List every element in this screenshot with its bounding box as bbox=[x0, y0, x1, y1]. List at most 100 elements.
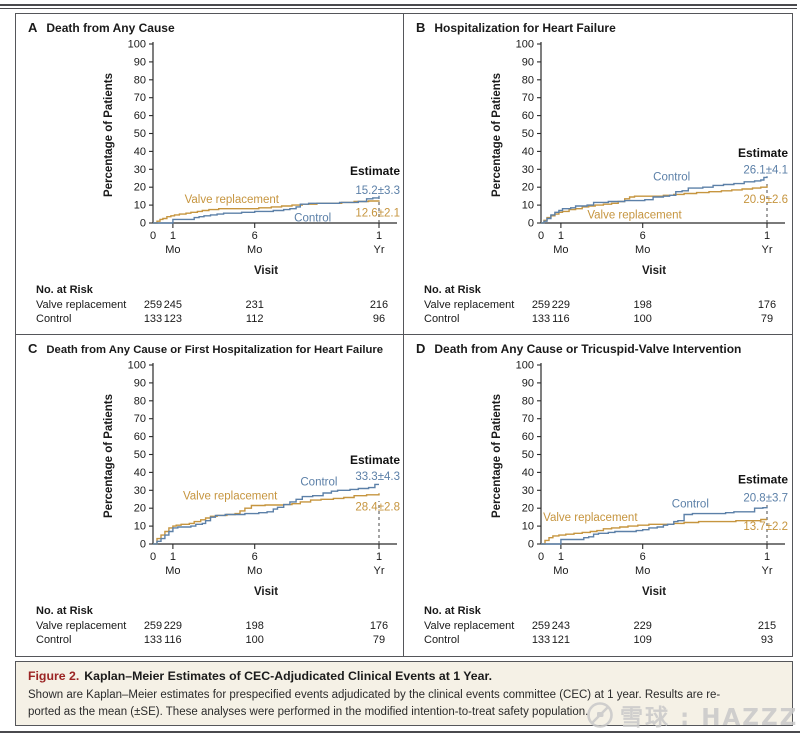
x-axis-title: Visit bbox=[641, 586, 667, 598]
y-tick-label: 20 bbox=[134, 182, 146, 194]
x-tick-label: 1 bbox=[558, 551, 564, 563]
risk-row-name: Control bbox=[424, 313, 460, 325]
y-tick-label: 100 bbox=[128, 39, 146, 51]
y-tick-label: 100 bbox=[516, 39, 534, 51]
km-curve-control bbox=[541, 176, 768, 224]
y-tick-label: 10 bbox=[134, 521, 146, 533]
y-tick-label: 80 bbox=[522, 74, 534, 86]
estimate-value-valve: 28.4±2.8 bbox=[355, 501, 400, 513]
x-tick-unit: Mo bbox=[165, 244, 180, 256]
risk-value: 229 bbox=[633, 620, 652, 632]
risk-row-name: Valve replacement bbox=[36, 299, 127, 311]
curve-label-valve: Valve replacement bbox=[183, 491, 278, 503]
y-tick-label: 60 bbox=[522, 110, 534, 122]
y-tick-label: 60 bbox=[134, 431, 146, 443]
caption-body: Shown are Kaplan–Meier estimates for pre… bbox=[28, 687, 780, 722]
x-tick-label: 1 bbox=[170, 230, 176, 242]
risk-value: 121 bbox=[551, 634, 571, 646]
risk-value: 245 bbox=[163, 299, 183, 311]
risk-value: 133 bbox=[531, 313, 551, 325]
caption-heading: Figure 2. Kaplan–Meier Estimates of CEC-A… bbox=[28, 669, 780, 683]
panel-title: B Hospitalization for Heart Failure bbox=[416, 20, 616, 35]
risk-value: 259 bbox=[143, 620, 163, 632]
y-tick-label: 30 bbox=[522, 164, 534, 176]
risk-value: 100 bbox=[245, 634, 264, 646]
x-tick-unit: Yr bbox=[762, 244, 773, 256]
y-tick-label: 90 bbox=[134, 56, 146, 68]
risk-value: 229 bbox=[163, 620, 183, 632]
x-axis-title: Visit bbox=[253, 265, 279, 277]
estimate-value-control: 20.8±3.7 bbox=[743, 492, 788, 504]
risk-row: Control 133 116 100 79 bbox=[404, 313, 792, 327]
y-tick-label: 100 bbox=[516, 360, 534, 372]
risk-value: 243 bbox=[551, 620, 571, 632]
risk-value: 100 bbox=[633, 313, 652, 325]
risk-row-name: Valve replacement bbox=[424, 299, 515, 311]
y-tick-label: 10 bbox=[134, 200, 146, 212]
risk-row: Valve replacement 259 229 198 176 bbox=[16, 620, 403, 634]
x-tick-unit: Mo bbox=[635, 565, 650, 577]
risk-row: Control 133 123 112 96 bbox=[16, 313, 403, 327]
y-axis-title: Percentage of Patients bbox=[491, 394, 503, 518]
panel-title-text: Death from Any Cause or Tricuspid-Valve … bbox=[434, 342, 742, 356]
y-axis-title: Percentage of Patients bbox=[103, 73, 115, 197]
x-tick-label: 1 bbox=[376, 230, 382, 242]
estimate-header: Estimate bbox=[738, 146, 788, 160]
y-tick-label: 50 bbox=[522, 449, 534, 461]
y-axis-title: Percentage of Patients bbox=[103, 394, 115, 518]
x-tick-label: 6 bbox=[252, 551, 258, 563]
curve-label-valve: Valve replacement bbox=[185, 194, 280, 206]
curve-label-control: Control bbox=[672, 499, 709, 511]
risk-row: Valve replacement 259 243 229 215 bbox=[404, 620, 792, 634]
risk-value: 123 bbox=[163, 313, 183, 325]
y-tick-label: 80 bbox=[134, 74, 146, 86]
x-tick-unit: Yr bbox=[762, 565, 773, 577]
estimate-header: Estimate bbox=[738, 473, 788, 487]
y-tick-label: 0 bbox=[140, 539, 146, 551]
y-tick-label: 20 bbox=[522, 503, 534, 515]
km-plot: Percentage of Patients010203040506070809… bbox=[491, 39, 788, 257]
y-tick-label: 90 bbox=[522, 56, 534, 68]
x-tick-label: 0 bbox=[150, 230, 156, 242]
x-tick-label: 1 bbox=[170, 551, 176, 563]
estimate-value-control: 15.2±3.3 bbox=[355, 185, 400, 197]
risk-value: 133 bbox=[143, 313, 163, 325]
risk-value: 133 bbox=[531, 634, 551, 646]
y-tick-label: 70 bbox=[522, 413, 534, 425]
x-tick-label: 6 bbox=[252, 230, 258, 242]
y-tick-label: 20 bbox=[134, 503, 146, 515]
risk-row-name: Control bbox=[36, 634, 72, 646]
risk-value: 216 bbox=[369, 299, 389, 311]
curve-label-control: Control bbox=[300, 476, 337, 488]
x-tick-unit: Yr bbox=[374, 565, 385, 577]
estimate-header: Estimate bbox=[350, 453, 400, 467]
panel-d-death-or-tv-intervention: D Death from Any Cause or Tricuspid-Valve… bbox=[404, 335, 792, 656]
x-tick-unit: Mo bbox=[553, 565, 568, 577]
km-curve-valve bbox=[541, 518, 767, 545]
y-tick-label: 70 bbox=[522, 92, 534, 104]
risk-value: 259 bbox=[531, 299, 551, 311]
y-tick-label: 50 bbox=[522, 128, 534, 140]
y-tick-label: 10 bbox=[522, 521, 534, 533]
y-tick-label: 90 bbox=[522, 377, 534, 389]
risk-value: 133 bbox=[143, 634, 163, 646]
y-tick-label: 80 bbox=[522, 395, 534, 407]
risk-value: 259 bbox=[531, 620, 551, 632]
y-tick-label: 40 bbox=[522, 467, 534, 479]
estimate-value-valve: 12.6±2.1 bbox=[355, 207, 400, 219]
km-plot: Percentage of Patients010203040506070809… bbox=[491, 360, 788, 578]
bottom-rule bbox=[0, 731, 800, 733]
risk-value: 215 bbox=[757, 620, 777, 632]
x-tick-label: 0 bbox=[538, 230, 544, 242]
y-tick-label: 50 bbox=[134, 128, 146, 140]
x-tick-unit: Mo bbox=[247, 244, 262, 256]
risk-table-header: No. at Risk bbox=[424, 605, 481, 617]
figure-caption: Figure 2. Kaplan–Meier Estimates of CEC-A… bbox=[15, 661, 793, 726]
risk-row-name: Control bbox=[36, 313, 72, 325]
risk-value: 79 bbox=[372, 634, 386, 646]
caption-title: Kaplan–Meier Estimates of CEC-Adjudicate… bbox=[84, 669, 493, 683]
km-plot: Percentage of Patients010203040506070809… bbox=[103, 39, 400, 257]
curve-label-control: Control bbox=[294, 212, 331, 224]
x-tick-unit: Mo bbox=[247, 565, 262, 577]
curve-label-control: Control bbox=[653, 171, 690, 183]
